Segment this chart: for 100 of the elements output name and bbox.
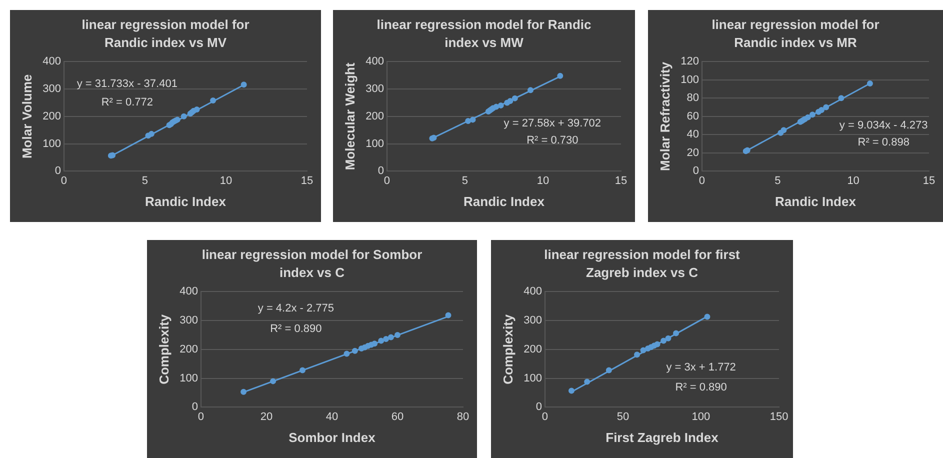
point — [465, 118, 472, 124]
point — [818, 107, 825, 114]
x-tick-label: 10 — [847, 174, 860, 187]
chart-title: linear regression model for Randic index vs MV — [80, 16, 250, 52]
y-tick-label: 200 — [180, 343, 198, 356]
y-tick-label: 40 — [686, 128, 699, 141]
point — [240, 82, 247, 88]
y-tick-label: 300 — [42, 83, 61, 96]
y-tick-label: 0 — [536, 401, 542, 414]
y-tick-label: 60 — [686, 110, 699, 122]
point — [498, 102, 504, 108]
point — [507, 98, 514, 104]
annotation: R² = 0.898 — [858, 136, 910, 149]
point — [512, 95, 518, 102]
point — [194, 106, 200, 113]
point — [634, 352, 640, 358]
point — [654, 341, 660, 348]
y-tick-label: 300 — [366, 83, 384, 96]
x-tick-label: 10 — [536, 174, 550, 187]
point — [299, 367, 306, 374]
point — [394, 332, 400, 338]
y-tick-label: 400 — [42, 56, 61, 68]
point — [378, 338, 384, 344]
y-tick-label: 120 — [680, 56, 699, 68]
point — [804, 114, 811, 120]
x-tick-label: 5 — [462, 174, 468, 187]
annotation: y = 31.733x - 37.401 — [76, 78, 178, 90]
y-tick-label: 100 — [366, 138, 384, 150]
x-tick-label: 60 — [391, 410, 404, 423]
y-tick-label: 100 — [524, 372, 542, 384]
point — [344, 350, 350, 357]
y-tick-label: 0 — [192, 401, 198, 414]
x-axis-title: Randic Index — [775, 194, 857, 209]
x-tick-label: 150 — [770, 410, 788, 423]
point — [557, 72, 564, 79]
annotation: y = 9.034x - 4.273 — [839, 120, 928, 132]
point — [866, 80, 873, 87]
y-tick-label: 0 — [692, 165, 699, 178]
annotation: R² = 0.890 — [675, 382, 727, 394]
point — [352, 348, 358, 354]
y-tick-label: 400 — [366, 56, 384, 68]
y-axis-title: Complexity — [156, 314, 172, 384]
chart-title: linear regression model for Randic index vs MW — [376, 16, 592, 52]
point — [584, 378, 590, 385]
point — [493, 104, 500, 110]
y-tick-label: 400 — [180, 286, 198, 298]
y-tick-label: 200 — [524, 343, 542, 356]
x-tick-label: 40 — [326, 410, 338, 423]
annotation: R² = 0.890 — [270, 323, 322, 336]
x-axis-title: First Zagreb Index — [606, 430, 720, 445]
point — [823, 104, 830, 110]
point — [528, 87, 534, 94]
point — [240, 388, 247, 395]
y-tick-label: 200 — [42, 110, 61, 122]
y-axis-title: Molecular Weight — [342, 62, 358, 170]
x-tick-label: 15 — [922, 174, 936, 187]
x-tick-label: 20 — [260, 410, 273, 423]
point — [148, 130, 154, 137]
y-axis-title: Molar Refractivity — [657, 61, 672, 171]
x-axis-title: Sombor Index — [288, 430, 376, 445]
x-tick-label: 5 — [142, 174, 148, 187]
y-axis-title: Molar Volume — [19, 74, 34, 159]
point — [388, 334, 394, 340]
point — [445, 312, 452, 318]
x-tick-label: 5 — [774, 174, 781, 187]
x-axis-title: Randic Index — [145, 194, 227, 209]
x-tick-label: 10 — [220, 174, 232, 187]
point — [660, 338, 667, 344]
point — [568, 388, 574, 394]
chart-title: linear regression model for Randic index vs MR — [710, 16, 880, 52]
y-tick-label: 80 — [686, 92, 699, 104]
x-axis-title: Randic Index — [464, 194, 546, 209]
chart-title: linear regression model for first Zagreb index vs C — [543, 246, 741, 282]
y-tick-label: 300 — [180, 314, 198, 327]
point — [673, 330, 680, 336]
y-tick-label: 300 — [524, 314, 542, 327]
chart-title: linear regression model for Sombor index vs C — [200, 246, 424, 282]
annotation: R² = 0.772 — [101, 96, 153, 109]
annotation: y = 4.2x - 2.775 — [258, 302, 334, 315]
point — [809, 112, 816, 118]
y-tick-label: 200 — [366, 110, 384, 122]
y-tick-label: 400 — [524, 286, 542, 298]
x-tick-label: 15 — [300, 174, 314, 187]
x-tick-label: 15 — [614, 174, 628, 187]
annotation: R² = 0.730 — [526, 134, 578, 147]
point — [665, 335, 672, 342]
point — [780, 127, 787, 134]
y-tick-label: 100 — [42, 138, 61, 150]
point — [270, 378, 276, 384]
y-tick-label: 0 — [54, 165, 61, 178]
annotation: y = 27.58x + 39.702 — [504, 118, 602, 130]
x-tick-label: 80 — [456, 410, 470, 423]
y-axis-title: Complexity — [500, 314, 516, 384]
y-tick-label: 20 — [686, 146, 699, 159]
y-tick-label: 0 — [378, 165, 384, 178]
point — [704, 314, 710, 320]
point — [383, 336, 390, 342]
point — [470, 116, 476, 123]
annotation: y = 3x + 1.772 — [666, 362, 736, 374]
point — [180, 113, 187, 120]
